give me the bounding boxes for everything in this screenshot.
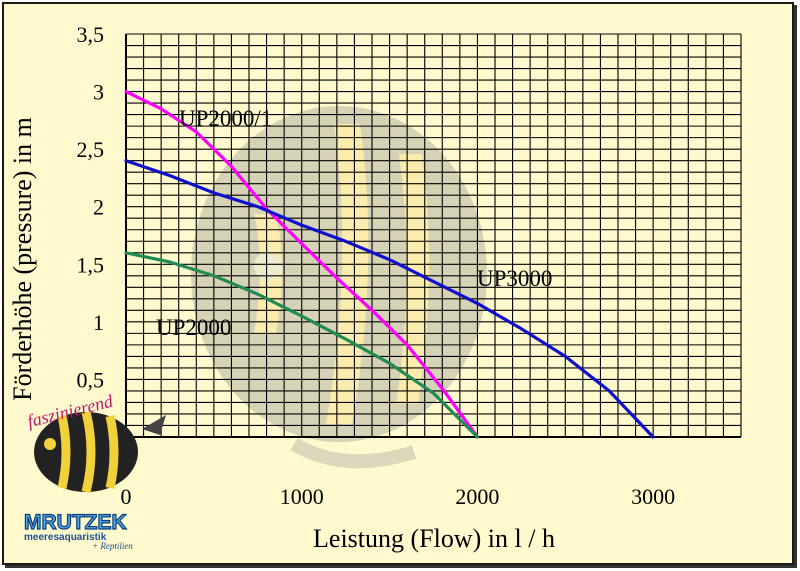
y-tick-label: 3,5: [77, 22, 105, 47]
series-line-up3000: [124, 159, 655, 439]
y-tick-label: 2,5: [77, 137, 105, 162]
series-label-up2000-1: UP2000/1: [179, 106, 272, 131]
y-tick-label: 1,5: [77, 252, 105, 277]
fish-logo-icon: [34, 410, 166, 494]
chart: 010002000300000,511,522,533,5 Leistung (…: [8, 22, 742, 553]
y-tick-label: 3: [93, 80, 104, 105]
brand-logo: faszinierend MRUTZEK meeresaquaristik + …: [23, 391, 166, 551]
y-tick-label: 1: [93, 310, 104, 335]
y-tick-label: 2: [93, 195, 104, 220]
x-axis-label: Leistung (Flow) in l / h: [313, 524, 555, 553]
series-line-up2000: [124, 251, 479, 439]
logo-subline-1: meeresaquaristik: [24, 532, 107, 543]
series-label-up3000: UP3000: [477, 266, 552, 291]
logo-subline-2: + Reptilien: [92, 541, 133, 551]
x-tick-label: 1000: [280, 484, 324, 509]
x-tick-label: 3000: [631, 484, 675, 509]
chart-frame: 010002000300000,511,522,533,5 Leistung (…: [2, 2, 794, 565]
y-axis-label: Förderhöhe (pressure) in m: [8, 117, 37, 401]
axes: [125, 34, 741, 438]
y-tick-label: 0,5: [77, 367, 105, 392]
series-label-up2000: UP2000: [156, 315, 231, 340]
x-tick-label: 0: [121, 484, 132, 509]
logo-brand: MRUTZEK: [24, 511, 127, 534]
series-line-up2000-1: [124, 90, 479, 439]
x-tick-label: 2000: [455, 484, 499, 509]
series-layer: [124, 90, 655, 439]
